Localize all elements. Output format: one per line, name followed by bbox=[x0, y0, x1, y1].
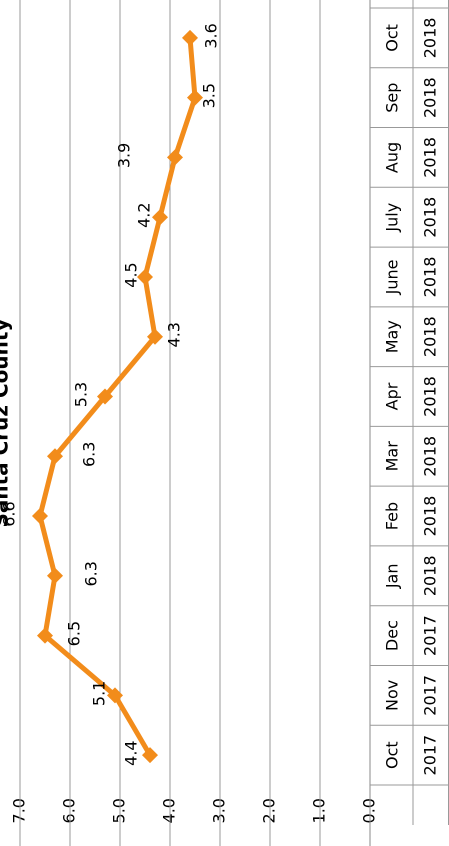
y-tick-label: 0.0 bbox=[360, 798, 379, 823]
x-tick-label: Apr bbox=[383, 382, 402, 410]
x-tick-label: Jan bbox=[383, 563, 402, 589]
x-tick-year: 2018 bbox=[421, 376, 440, 417]
x-tick-year: 2018 bbox=[421, 316, 440, 357]
y-tick-label: 2.0 bbox=[260, 798, 279, 823]
chart-title: Santa Cruz County bbox=[0, 318, 13, 527]
marker bbox=[47, 448, 63, 465]
marker bbox=[137, 268, 153, 285]
x-tick-year: 2017 bbox=[421, 735, 440, 776]
marker bbox=[142, 747, 158, 764]
x-tick-year: 2018 bbox=[421, 496, 440, 537]
data-label: 6.5 bbox=[65, 621, 84, 646]
marker bbox=[47, 567, 63, 584]
x-tick-label: Oct bbox=[383, 24, 402, 52]
data-label: 3.6 bbox=[202, 23, 221, 48]
data-label: 6.3 bbox=[80, 442, 99, 467]
x-tick-label: Aug bbox=[383, 142, 402, 173]
x-tick-label: Sep bbox=[383, 83, 402, 113]
x-tick-year: 2018 bbox=[421, 77, 440, 118]
x-tick-year: 2018 bbox=[421, 257, 440, 298]
x-tick-label: July bbox=[383, 203, 402, 233]
data-label: 4.2 bbox=[135, 202, 154, 227]
marker bbox=[97, 388, 113, 405]
data-label: 5.1 bbox=[90, 681, 109, 706]
marker bbox=[152, 209, 168, 226]
x-tick-label: Dec bbox=[383, 620, 402, 651]
data-label: 4.4 bbox=[122, 740, 141, 765]
marker bbox=[32, 508, 48, 525]
data-label: 3.9 bbox=[115, 143, 134, 168]
y-tick-label: 6.0 bbox=[60, 798, 79, 823]
marker bbox=[167, 149, 183, 166]
marker bbox=[147, 328, 163, 345]
y-tick-label: 7.0 bbox=[10, 798, 29, 823]
data-label: 4.5 bbox=[122, 262, 141, 287]
y-tick-label: 1.0 bbox=[310, 798, 329, 823]
x-tick-year: 2017 bbox=[421, 675, 440, 716]
y-tick-label: 5.0 bbox=[110, 798, 129, 823]
data-label: 6.6 bbox=[0, 501, 19, 526]
marker bbox=[107, 687, 123, 704]
x-tick-year: 2018 bbox=[421, 555, 440, 596]
x-tick-year: 2018 bbox=[421, 197, 440, 238]
x-tick-label: Nov bbox=[383, 680, 402, 711]
data-label: 6.3 bbox=[82, 561, 101, 586]
data-label: 3.5 bbox=[200, 83, 219, 108]
data-label: 4.3 bbox=[165, 322, 184, 347]
x-tick-label: Feb bbox=[383, 502, 402, 530]
marker bbox=[187, 89, 203, 106]
x-tick-label: Oct bbox=[383, 741, 402, 769]
x-tick-year: 2018 bbox=[421, 18, 440, 59]
x-tick-year: 2017 bbox=[421, 615, 440, 656]
x-tick-year: 2018 bbox=[421, 137, 440, 178]
x-tick-label: June bbox=[383, 260, 402, 296]
marker bbox=[182, 29, 198, 46]
marker bbox=[37, 627, 53, 644]
x-tick-label: Mar bbox=[383, 441, 402, 472]
x-tick-year: 2018 bbox=[421, 436, 440, 477]
x-tick-label: May bbox=[383, 320, 402, 353]
data-label: 5.3 bbox=[72, 382, 91, 407]
y-tick-label: 3.0 bbox=[210, 798, 229, 823]
y-tick-label: 4.0 bbox=[160, 798, 179, 823]
